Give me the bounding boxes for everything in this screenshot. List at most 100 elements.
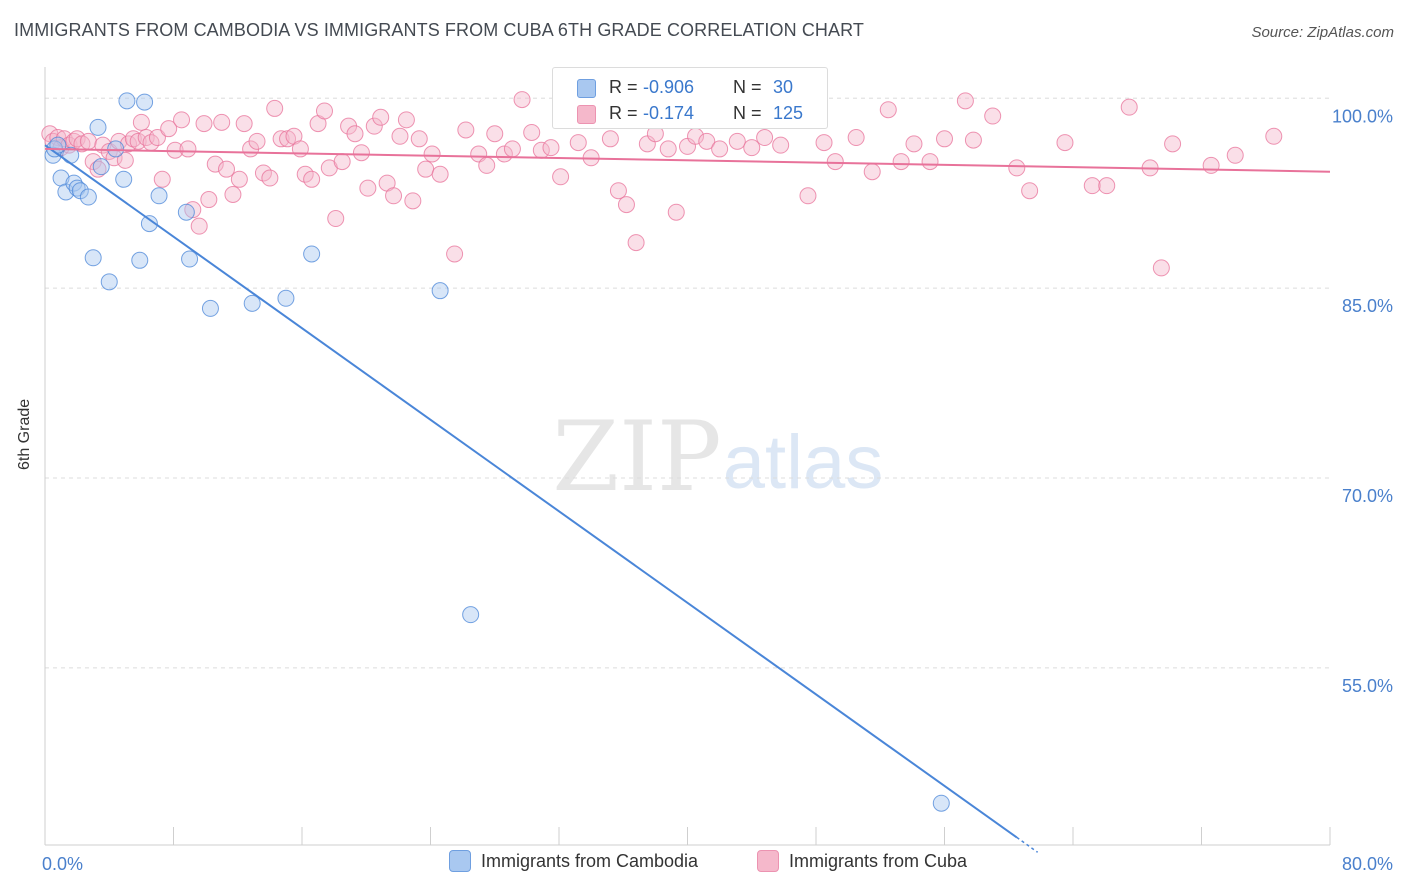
cuba-point — [609, 182, 627, 200]
stats-swatch-cuba — [577, 105, 596, 124]
cuba-point — [542, 139, 560, 157]
cuba-point — [984, 107, 1002, 125]
cambodia-point — [79, 188, 97, 206]
cuba-point — [431, 165, 449, 183]
cambodia-point — [44, 146, 62, 164]
cuba-point — [404, 192, 422, 210]
cuba-point — [956, 92, 974, 110]
cuba-point — [1265, 127, 1283, 145]
cambodia-trend-line — [44, 144, 1018, 839]
cuba-point — [160, 120, 178, 138]
cuba-point — [235, 115, 253, 133]
cuba-point — [303, 170, 321, 188]
trend-lines — [44, 144, 1331, 853]
cambodia-point — [131, 251, 149, 269]
cambodia-point — [201, 299, 219, 317]
cuba-point — [352, 144, 370, 162]
cuba-point — [936, 130, 953, 148]
cambodia-point — [84, 249, 102, 267]
cuba-point — [417, 160, 435, 178]
stats-row-cambodia: R = -0.906 N = 30 — [553, 75, 829, 101]
cuba-point — [1152, 259, 1170, 277]
cuba-point — [617, 196, 635, 214]
cuba-point — [756, 129, 774, 147]
cuba-point — [129, 132, 147, 150]
cuba-point — [879, 101, 897, 119]
cuba-point — [667, 203, 685, 221]
chart-legend: Immigrants from Cambodia Immigrants from… — [0, 850, 1406, 880]
cambodia-point — [107, 140, 125, 158]
legend-item-cuba[interactable]: Immigrants from Cuba — [757, 850, 967, 872]
stats-swatch-cambodia — [577, 79, 596, 98]
cambodia-point — [181, 250, 199, 268]
cuba-point — [1226, 146, 1244, 164]
cuba-point — [89, 160, 107, 178]
cuba-point — [457, 121, 475, 139]
cuba-point — [1021, 182, 1039, 200]
cuba-point — [346, 125, 364, 143]
cuba-point — [601, 130, 619, 148]
cambodia-point — [118, 92, 136, 110]
cambodia-point — [932, 794, 950, 812]
cuba-point — [446, 245, 464, 263]
cuba-point — [711, 140, 729, 158]
stats-r-value: -0.174 — [643, 103, 695, 123]
cuba-point — [1120, 98, 1138, 116]
legend-label-cambodia: Immigrants from Cambodia — [481, 850, 699, 871]
cambodia-trend-extension — [1016, 836, 1039, 853]
cuba-point — [385, 187, 403, 205]
cuba-point — [423, 145, 441, 163]
cuba-point — [327, 210, 345, 228]
y-tick-label: 70.0% — [1342, 486, 1393, 506]
cambodia-point — [277, 289, 295, 307]
cuba-point — [200, 191, 218, 209]
cuba-point — [799, 187, 817, 205]
cuba-point — [964, 131, 982, 149]
cambodia-point — [92, 158, 110, 176]
cuba-point — [1202, 156, 1220, 174]
legend-item-cambodia[interactable]: Immigrants from Cambodia — [449, 850, 698, 872]
cambodia-point — [136, 93, 154, 111]
cuba-point — [315, 102, 333, 120]
cuba-point — [513, 91, 531, 109]
y-tick-label: 55.0% — [1342, 676, 1393, 696]
cuba-point — [863, 163, 881, 181]
stats-n-value: 30 — [773, 77, 794, 97]
cuba-point — [173, 111, 191, 129]
cuba-point — [372, 108, 390, 126]
cuba-point — [195, 115, 213, 133]
cuba-point — [478, 156, 496, 174]
cuba-trend-line — [44, 147, 1331, 173]
cambodia-point — [177, 203, 195, 221]
cuba-point — [248, 132, 266, 150]
cuba-point — [486, 125, 504, 143]
cuba-point — [224, 185, 242, 203]
cuba-point — [892, 153, 910, 171]
cuba-point — [272, 130, 290, 148]
legend-label-cuba: Immigrants from Cuba — [789, 850, 968, 871]
cuba-point — [218, 160, 236, 178]
legend-swatch-cambodia — [449, 850, 471, 872]
cuba-point — [153, 170, 171, 188]
cuba-point — [826, 153, 844, 171]
watermark-atlas: atlas — [723, 420, 884, 505]
cuba-point — [333, 153, 351, 171]
stats-n-label: N = — [733, 77, 762, 97]
cuba-point — [1098, 177, 1116, 195]
cambodia-point — [243, 294, 261, 312]
cuba-point — [921, 153, 939, 171]
x-axis-ticks — [44, 827, 1331, 845]
y-axis-tick-labels: 100.0% 85.0% 70.0% 55.0% — [1332, 106, 1393, 696]
x-tick-label: 80.0% — [1342, 854, 1393, 874]
cuba-point — [569, 134, 587, 152]
cuba-point — [266, 99, 284, 117]
cuba-point — [815, 134, 833, 152]
cambodia-point — [100, 273, 118, 291]
cambodia-point — [89, 118, 107, 136]
legend-swatch-cuba — [757, 850, 779, 872]
cuba-point — [190, 217, 208, 235]
stats-r-label: R = — [609, 77, 638, 97]
cuba-point — [410, 130, 428, 148]
source-label: Source: ZipAtlas.com — [1251, 24, 1394, 41]
cuba-point — [552, 168, 570, 186]
